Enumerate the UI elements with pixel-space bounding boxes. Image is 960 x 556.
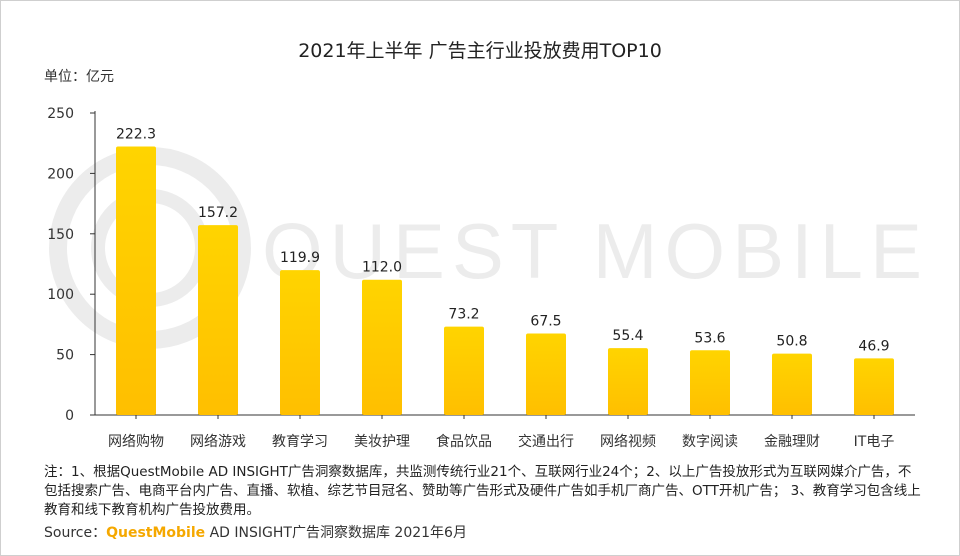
bar	[608, 348, 648, 415]
bar-value-label: 55.4	[612, 328, 643, 344]
x-category-label: 美妆护理	[354, 434, 410, 450]
x-category-label: IT电子	[854, 434, 895, 450]
x-category-label: 教育学习	[272, 434, 328, 450]
source-brand: QuestMobile	[106, 525, 206, 541]
bar-value-label: 119.9	[280, 250, 320, 266]
x-category-label: 数字阅读	[682, 433, 738, 450]
bar-value-label: 157.2	[198, 205, 238, 221]
y-tick-label: 50	[56, 348, 74, 364]
footnote: 注：1、根据QuestMobile AD INSIGHT广告洞察数据库，共监测传…	[44, 464, 921, 518]
bar-value-label: 222.3	[116, 126, 156, 142]
source-suffix: AD INSIGHT广告洞察数据库 2021年6月	[205, 525, 467, 541]
x-category-label: 网络游戏	[190, 434, 246, 450]
y-tick-label: 0	[65, 408, 74, 424]
bar-value-label: 50.8	[776, 334, 807, 350]
source-prefix: Source：	[44, 525, 107, 541]
bar	[690, 350, 730, 415]
x-category-label: 金融理财	[764, 434, 820, 450]
bar-value-label: 67.5	[530, 313, 561, 329]
bar-value-label: 112.0	[362, 260, 402, 276]
x-category-label: 网络购物	[108, 434, 164, 450]
bar	[444, 326, 484, 415]
bar	[198, 225, 238, 415]
x-category-label: 交通出行	[518, 433, 574, 450]
x-category-label: 食品饮品	[436, 433, 492, 450]
source-line: Source：QuestMobile AD INSIGHT广告洞察数据库 202…	[44, 522, 467, 542]
bar-value-label: 46.9	[858, 338, 889, 354]
y-tick-label: 200	[47, 166, 74, 182]
bar	[280, 270, 320, 415]
watermark-text: QUEST MOBILE	[262, 207, 922, 295]
bar	[116, 146, 156, 415]
unit-label: 单位：亿元	[44, 69, 114, 85]
bar	[772, 353, 812, 415]
bar	[854, 358, 894, 415]
bar	[526, 333, 566, 415]
y-tick-label: 250	[47, 106, 74, 122]
bar	[362, 279, 402, 415]
y-tick-label: 150	[47, 227, 74, 243]
chart-title: 2021年上半年 广告主行业投放费用TOP10	[298, 40, 662, 62]
bar-value-label: 73.2	[448, 307, 479, 323]
watermark-logo: QUEST MOBILE	[49, 147, 922, 349]
y-tick-label: 100	[47, 287, 74, 303]
x-category-label: 网络视频	[600, 434, 656, 450]
bar-value-label: 53.6	[694, 330, 725, 346]
